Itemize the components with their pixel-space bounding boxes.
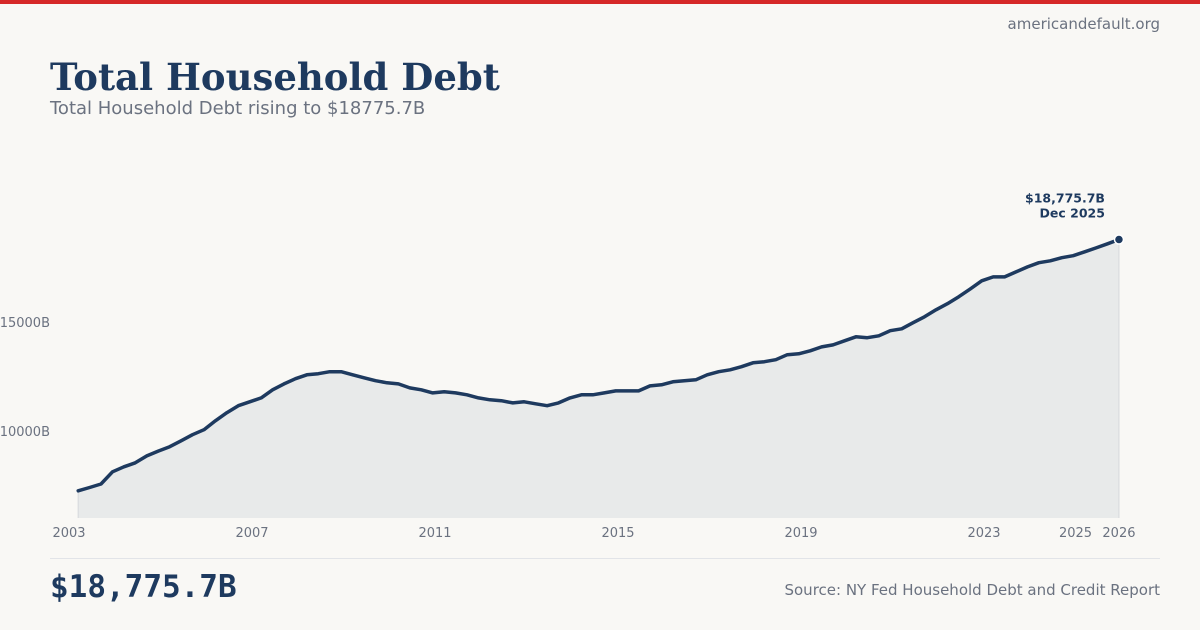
divider: [50, 558, 1160, 559]
x-tick-label: 2023: [967, 526, 1000, 541]
x-tick-label: 2003: [52, 526, 85, 541]
x-tick-label: 2026: [1102, 526, 1135, 541]
x-tick-label: 2025: [1059, 526, 1092, 541]
series-line: [76, 237, 1121, 493]
x-tick-label: 2011: [418, 526, 451, 541]
subtitle: Total Household Debt rising to $18775.7B: [50, 98, 426, 119]
last-point[interactable]: [1113, 234, 1125, 245]
x-tick-label: 2015: [601, 526, 634, 541]
source-note: Source: NY Fed Household Debt and Credit…: [784, 581, 1160, 599]
site-name[interactable]: americandefault.org: [1007, 15, 1160, 33]
x-tick-label: 2007: [235, 526, 268, 541]
y-tick-label: 10000B: [0, 425, 50, 440]
y-tick-label: 15000B: [0, 316, 50, 331]
area-fill: [78, 239, 1119, 518]
annotation-value: $18,775.7B: [1025, 190, 1105, 205]
headline-value: $18,775.7B: [50, 569, 237, 605]
annotation-date: Dec 2025: [1040, 205, 1105, 220]
page-title: Total Household Debt: [50, 55, 500, 99]
x-tick-label: 2019: [784, 526, 817, 541]
accent-bar: [0, 0, 1200, 4]
